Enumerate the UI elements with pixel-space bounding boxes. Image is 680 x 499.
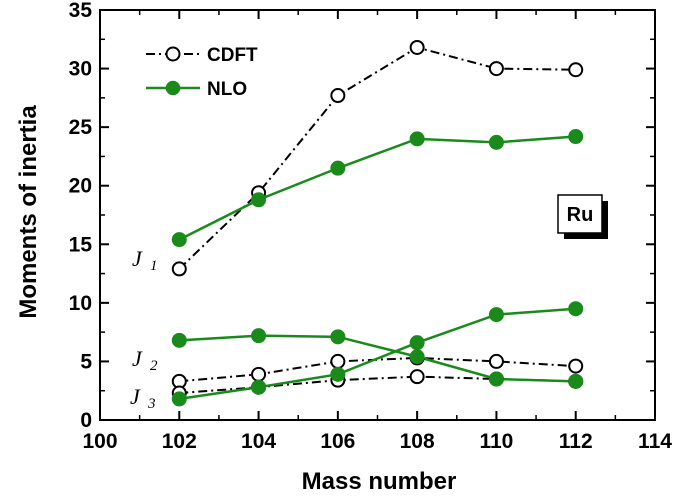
y-tick-label: 10	[69, 292, 92, 315]
series-line-nlo-j3	[179, 307, 576, 401]
y-axis-title: Moments of inertia	[15, 105, 42, 319]
annotation-j2-subscript: 2	[150, 358, 158, 374]
annotation-j1: J 1	[132, 246, 158, 274]
series-line-nlo-j2	[179, 334, 576, 383]
annotation-j3-symbol: J	[130, 384, 141, 409]
point-cdft-j2	[488, 353, 504, 369]
point-nlo-j3	[488, 307, 504, 323]
point-cdft-j1	[409, 39, 425, 55]
point-nlo-j3	[409, 335, 425, 351]
series-line-cdft-j1	[178, 46, 576, 270]
x-tick-label: 114	[638, 430, 672, 453]
point-cdft-j2	[568, 358, 584, 374]
y-tick-label: 15	[69, 233, 93, 256]
point-nlo-j2	[251, 328, 267, 344]
annotation-j3-subscript: 3	[147, 396, 156, 412]
annotation-j1-subscript: 1	[150, 258, 158, 274]
point-nlo-j2	[171, 332, 187, 348]
x-tick-label: 108	[400, 430, 435, 453]
point-cdft-j1	[171, 261, 187, 277]
point-nlo-j3	[171, 391, 187, 407]
point-nlo-j1	[330, 160, 346, 176]
series-layer	[171, 39, 584, 407]
annotation-j2: J 2	[132, 346, 158, 374]
y-tick-label: 35	[69, 0, 93, 22]
point-cdft-j2	[251, 366, 267, 382]
x-tick-label: 102	[162, 430, 197, 453]
point-nlo-j3	[330, 366, 346, 382]
y-tick-label: 0	[80, 409, 92, 432]
point-cdft-j1	[330, 88, 346, 104]
x-tick-label: 112	[559, 430, 593, 453]
x-axis-title: Mass number	[302, 468, 457, 495]
x-tick-label: 106	[320, 430, 355, 453]
legend-label-cdft: CDFT	[207, 45, 258, 66]
ru-badge: Ru	[557, 194, 608, 239]
legend: CDFT NLO	[146, 45, 258, 100]
y-tick-label: 25	[69, 116, 93, 139]
point-nlo-j3	[251, 379, 267, 395]
point-cdft-j1	[488, 61, 504, 77]
point-nlo-j2	[330, 329, 346, 345]
x-tick-label: 110	[479, 430, 513, 453]
point-nlo-j2	[568, 373, 584, 389]
point-nlo-j3	[568, 301, 584, 317]
ru-badge-label: Ru	[567, 204, 594, 226]
point-nlo-j2	[409, 349, 425, 365]
point-nlo-j1	[568, 129, 584, 145]
point-nlo-j1	[251, 192, 267, 208]
series-line-nlo-j1	[178, 135, 576, 241]
annotation-j2-symbol: J	[132, 346, 143, 371]
x-tick-label: 104	[241, 430, 276, 453]
legend-marker-nlo	[165, 80, 181, 96]
series-line-cdft-j2	[179, 356, 576, 383]
annotation-j3: J 3	[130, 384, 156, 412]
ru-badge-box	[557, 194, 603, 234]
point-cdft-j1	[568, 62, 584, 78]
point-cdft-j3	[409, 369, 425, 385]
y-tick-label: 5	[80, 350, 92, 373]
axes-frame	[99, 9, 656, 421]
point-cdft-j2	[330, 353, 346, 369]
legend-marker-cdft	[165, 46, 181, 62]
point-nlo-j1	[171, 232, 187, 248]
y-tick-label: 30	[69, 58, 92, 81]
annotation-j1-symbol: J	[132, 246, 143, 271]
point-nlo-j1	[488, 134, 504, 150]
tick-labels: 100 102 104 106 108 110 112 114 0 5 10 15 20 25 30 35	[69, 0, 673, 453]
x-tick-label: 100	[82, 430, 117, 453]
legend-label-nlo: NLO	[207, 79, 247, 100]
y-tick-label: 20	[69, 175, 92, 198]
point-nlo-j1	[409, 131, 425, 147]
point-nlo-j2	[488, 371, 504, 387]
